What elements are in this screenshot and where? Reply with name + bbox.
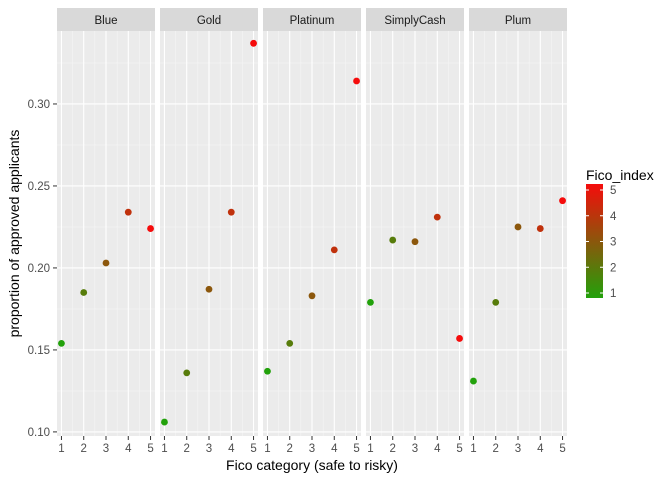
data-point <box>250 39 257 47</box>
data-point <box>102 259 110 267</box>
x-tick-label: 5 <box>147 443 153 455</box>
data-point <box>470 377 477 385</box>
y-axis: 0.10 0.15 0.20 0.25 0.30 <box>28 99 57 439</box>
legend-tick-label: 4 <box>610 211 617 223</box>
facet-strip-label: SimplyCash <box>384 15 445 27</box>
x-tick-label: 3 <box>206 443 212 455</box>
data-point <box>58 339 65 347</box>
facet-gold: Gold 1 2 3 4 5 <box>160 8 258 455</box>
data-point <box>286 339 294 347</box>
facet-plum: Plum 1 2 3 4 5 <box>469 8 567 455</box>
data-point <box>205 285 213 293</box>
color-legend: Fico_index 1 2 3 4 5 <box>586 167 654 300</box>
x-tick-label: 4 <box>434 443 441 455</box>
data-point <box>227 208 235 216</box>
data-point <box>147 225 154 232</box>
x-tick-label: 2 <box>390 443 396 455</box>
x-tick-label: 1 <box>58 443 64 455</box>
facet-strip-label: Plum <box>505 15 531 27</box>
facet-strip-label: Platinum <box>290 15 335 27</box>
y-axis-title: proportion of approved applicants <box>6 130 22 338</box>
data-point <box>367 298 374 306</box>
facet-strip-label: Gold <box>197 15 221 27</box>
x-tick-label: 1 <box>161 443 167 455</box>
x-tick-label: 2 <box>81 443 87 455</box>
x-tick-label: 4 <box>537 443 544 455</box>
data-point <box>389 236 397 244</box>
legend-title: Fico_index <box>586 167 654 183</box>
legend-tick-label: 2 <box>610 262 616 274</box>
y-tick-label: 0.20 <box>28 263 50 275</box>
data-point <box>514 223 522 231</box>
x-tick-label: 1 <box>367 443 373 455</box>
x-tick-label: 3 <box>103 443 109 455</box>
legend-tick-label: 3 <box>610 237 616 249</box>
y-tick-label: 0.10 <box>28 427 50 439</box>
data-point <box>183 369 191 377</box>
x-axis-title: Fico category (safe to risky) <box>226 457 398 473</box>
x-tick-label: 4 <box>125 443 132 455</box>
x-tick-label: 1 <box>470 443 476 455</box>
facet-strip-label: Blue <box>94 15 117 27</box>
y-tick-label: 0.30 <box>28 99 50 111</box>
x-tick-label: 4 <box>331 443 338 455</box>
x-tick-label: 5 <box>559 443 565 455</box>
legend-colorbar <box>586 184 603 298</box>
x-tick-label: 1 <box>264 443 270 455</box>
x-tick-label: 3 <box>515 443 521 455</box>
x-tick-label: 5 <box>456 443 462 455</box>
data-point <box>536 225 544 232</box>
legend-tick-label: 1 <box>610 288 616 300</box>
data-point <box>330 246 338 254</box>
data-point <box>456 335 463 342</box>
y-tick-label: 0.25 <box>28 181 50 193</box>
data-point <box>433 213 441 221</box>
x-tick-label: 3 <box>412 443 418 455</box>
data-point <box>411 238 419 246</box>
facet-strip <box>366 8 464 31</box>
data-point <box>124 208 132 216</box>
facet-strip <box>263 8 361 31</box>
x-tick-label: 5 <box>353 443 359 455</box>
facet-strip <box>160 8 258 31</box>
data-point <box>264 367 271 375</box>
legend-tick-label: 5 <box>610 185 616 197</box>
y-tick-label: 0.15 <box>28 345 50 357</box>
x-tick-label: 3 <box>309 443 315 455</box>
data-point <box>353 77 360 85</box>
facet-strip <box>469 8 567 31</box>
facet-simplycash: SimplyCash 1 2 3 4 5 <box>366 8 464 455</box>
data-point <box>308 292 316 300</box>
data-point <box>80 289 88 296</box>
x-tick-label: 4 <box>228 443 235 455</box>
x-tick-label: 2 <box>184 443 190 455</box>
x-tick-label: 2 <box>287 443 293 455</box>
facet-strip <box>57 8 155 31</box>
facet-platinum: Platinum 1 2 3 4 5 <box>263 8 361 455</box>
x-tick-label: 2 <box>493 443 499 455</box>
x-tick-label: 5 <box>250 443 256 455</box>
data-point <box>559 197 566 205</box>
data-point <box>492 298 500 306</box>
facet-blue: Blue 1 2 3 4 5 <box>57 8 155 455</box>
data-point <box>161 418 168 426</box>
